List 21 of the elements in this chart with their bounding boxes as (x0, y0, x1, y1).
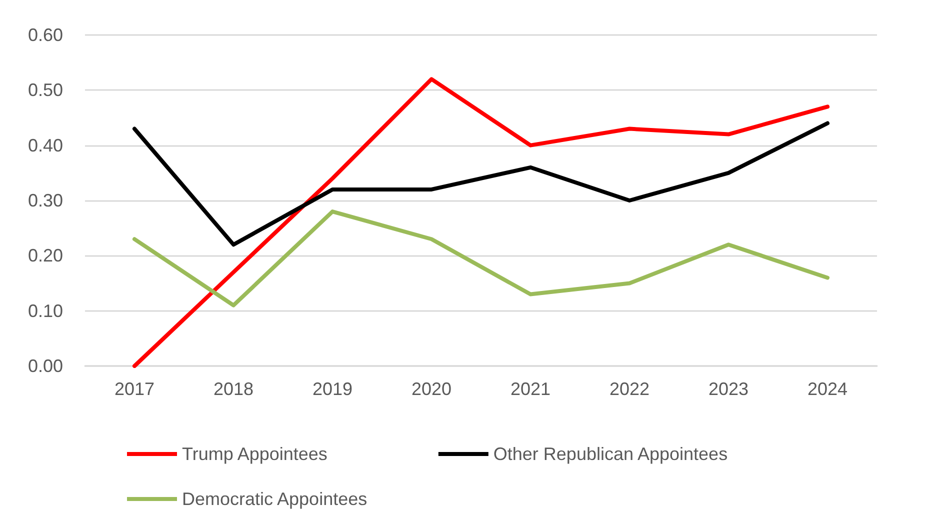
x-tick-label: 2022 (609, 379, 650, 399)
legend-label: Other Republican Appointees (493, 444, 728, 464)
line-series (132, 121, 830, 247)
line-series (132, 77, 830, 368)
x-tick-label: 2023 (708, 379, 749, 399)
x-tick-label: 2019 (312, 379, 353, 399)
y-tick-label: 0.20 (28, 246, 63, 266)
legend-label: Trump Appointees (182, 444, 328, 464)
x-tick-label: 2024 (807, 379, 848, 399)
legend-label: Democratic Appointees (182, 489, 368, 509)
x-tick-label: 2020 (411, 379, 452, 399)
y-tick-label: 0.60 (28, 25, 63, 45)
y-tick-label: 0.00 (28, 356, 63, 376)
line-series (132, 210, 830, 308)
x-tick-label: 2021 (510, 379, 551, 399)
y-tick-label: 0.40 (28, 135, 63, 156)
y-tick-label: 0.50 (28, 80, 63, 100)
y-tick-label: 0.10 (28, 300, 63, 321)
x-tick-label: 2018 (213, 379, 254, 399)
y-tick-label: 0.30 (28, 190, 63, 210)
x-tick-label: 2017 (114, 379, 155, 399)
